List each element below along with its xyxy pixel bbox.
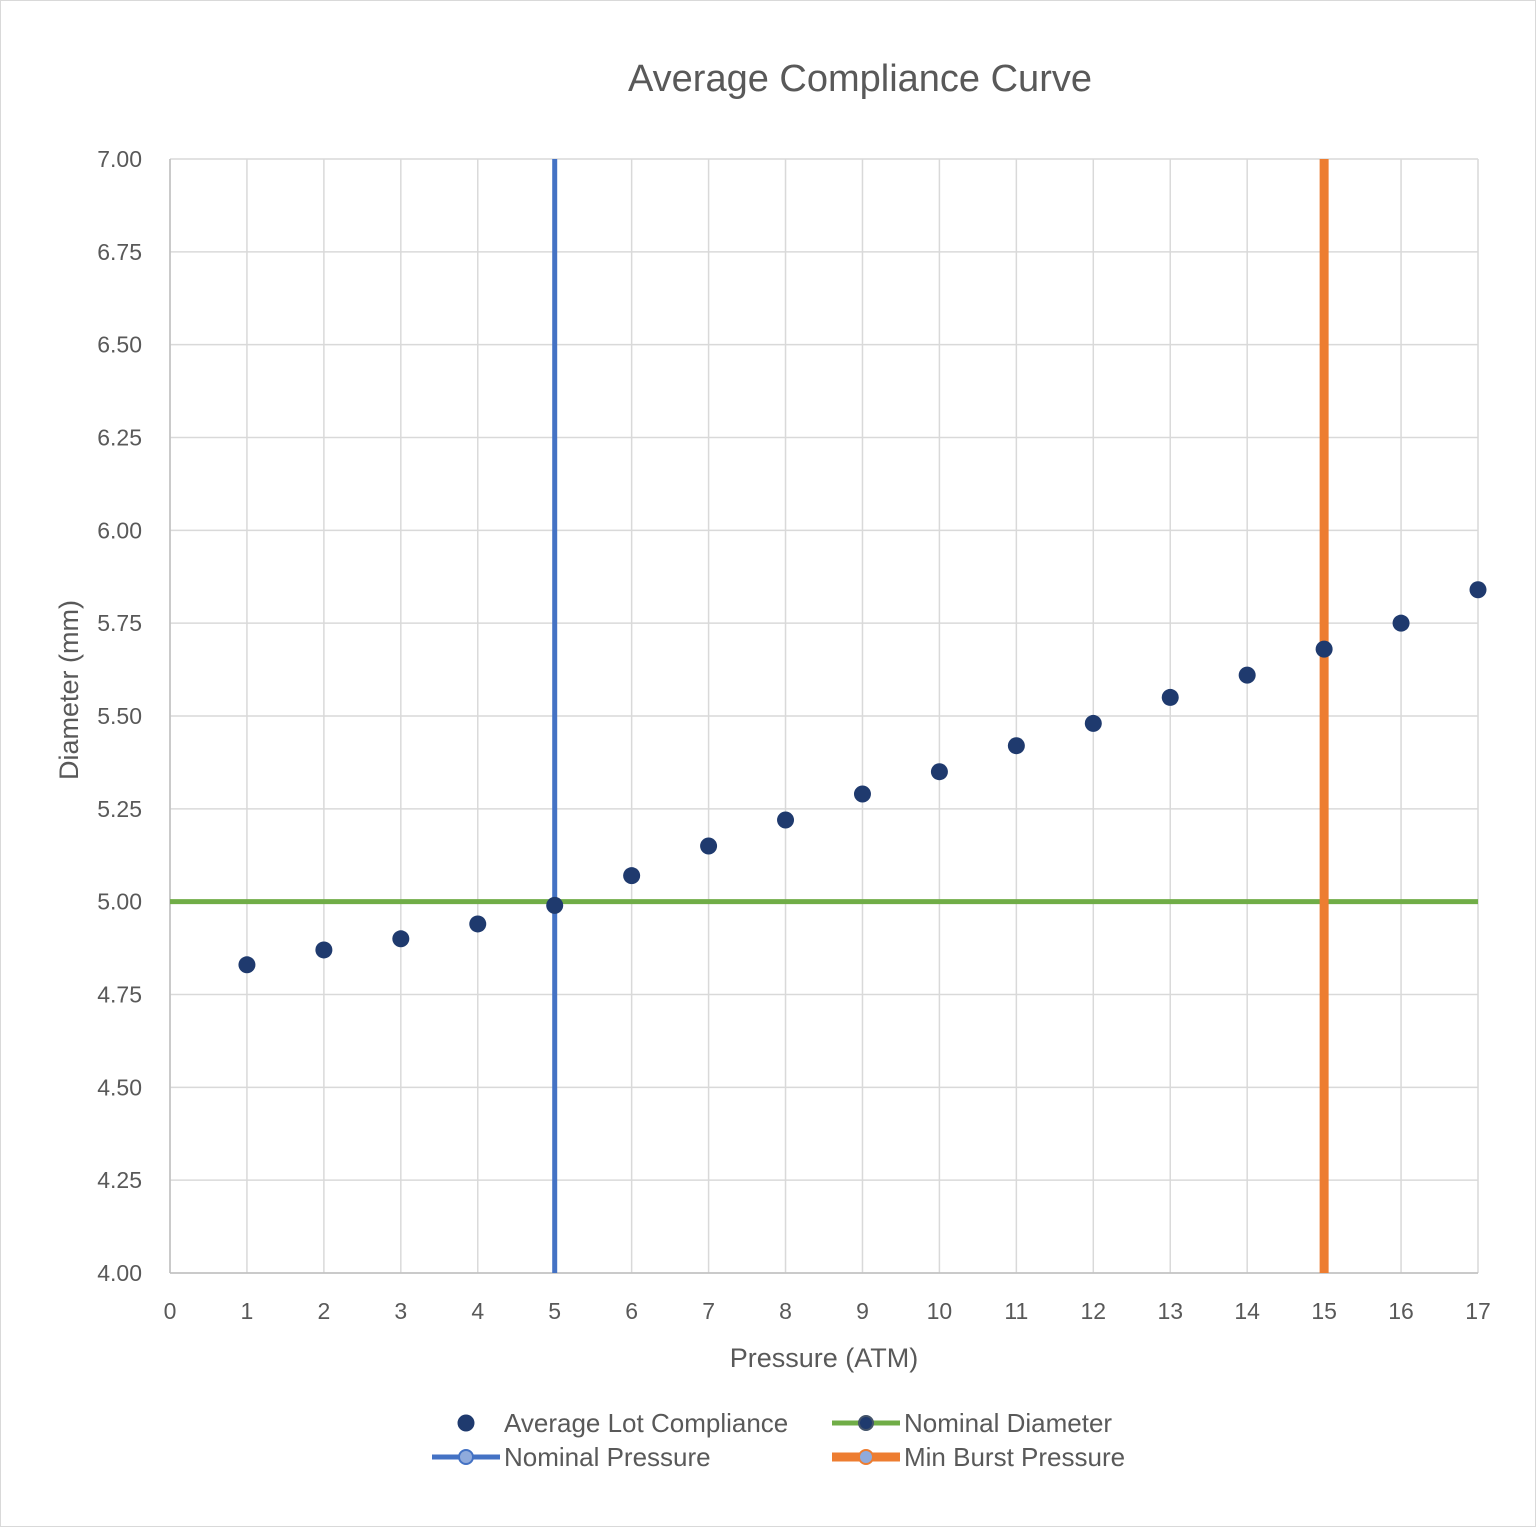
data-point	[930, 763, 948, 781]
legend-marker	[457, 1414, 475, 1432]
legend: Average Lot Compliance Nominal Diameter No…	[432, 1408, 1125, 1472]
legend-label: Nominal Diameter	[904, 1408, 1112, 1438]
data-point	[1238, 666, 1256, 684]
legend-label: Min Burst Pressure	[904, 1442, 1125, 1472]
data-point	[546, 896, 564, 914]
data-point	[623, 867, 641, 885]
y-tick-label: 5.00	[97, 889, 142, 915]
y-tick-label: 5.75	[97, 610, 142, 636]
data-point	[1007, 737, 1025, 755]
x-axis-ticks: 0 1 2 3 4 5 6 7 8 9 10 11 12 13 14 15 16 17	[164, 1298, 1491, 1324]
data-point	[238, 956, 256, 974]
data-point	[1392, 614, 1410, 632]
x-tick-label: 2	[317, 1298, 330, 1324]
x-axis-label: Pressure (ATM)	[730, 1343, 919, 1373]
y-tick-label: 6.75	[97, 239, 142, 265]
x-tick-label: 7	[702, 1298, 715, 1324]
x-tick-label: 0	[164, 1298, 177, 1324]
x-tick-label: 9	[856, 1298, 869, 1324]
x-tick-label: 8	[779, 1298, 792, 1324]
x-tick-label: 1	[241, 1298, 254, 1324]
y-tick-label: 6.25	[97, 425, 142, 451]
legend-item-nominal-diameter: Nominal Diameter	[832, 1408, 1112, 1438]
y-tick-label: 5.50	[97, 703, 142, 729]
legend-marker	[858, 1449, 874, 1465]
x-tick-label: 10	[927, 1298, 953, 1324]
legend-marker	[858, 1415, 874, 1431]
data-point	[1469, 581, 1487, 599]
y-tick-label: 7.00	[97, 146, 142, 172]
data-point	[392, 930, 410, 948]
data-point	[469, 915, 487, 933]
data-points	[238, 581, 1487, 974]
y-tick-label: 4.75	[97, 982, 142, 1008]
x-tick-label: 15	[1311, 1298, 1337, 1324]
x-tick-label: 13	[1157, 1298, 1183, 1324]
data-point	[1084, 714, 1102, 732]
legend-item-min-burst-pressure: Min Burst Pressure	[832, 1442, 1125, 1472]
y-axis-ticks: 4.00 4.25 4.50 4.75 5.00 5.25 5.50 5.75 6.00 6.25…	[97, 146, 142, 1286]
data-point	[1161, 688, 1179, 706]
y-axis-label: Diameter (mm)	[54, 600, 84, 780]
x-tick-label: 6	[625, 1298, 638, 1324]
data-point	[777, 811, 795, 829]
legend-item-average-lot-compliance: Average Lot Compliance	[457, 1408, 788, 1438]
y-tick-label: 5.25	[97, 796, 142, 822]
data-point	[700, 837, 718, 855]
x-tick-label: 14	[1234, 1298, 1260, 1324]
data-point	[315, 941, 333, 959]
x-tick-label: 17	[1465, 1298, 1491, 1324]
y-tick-label: 6.00	[97, 517, 142, 543]
grid	[169, 158, 1479, 1274]
data-point	[1315, 640, 1333, 658]
legend-item-nominal-pressure: Nominal Pressure	[432, 1442, 711, 1472]
legend-label: Average Lot Compliance	[504, 1408, 788, 1438]
x-tick-label: 11	[1004, 1298, 1028, 1324]
x-tick-label: 12	[1080, 1298, 1106, 1324]
chart-title: Average Compliance Curve	[628, 58, 1092, 100]
y-tick-label: 6.50	[97, 332, 142, 358]
data-point	[853, 785, 871, 803]
x-tick-label: 3	[394, 1298, 407, 1324]
legend-label: Nominal Pressure	[504, 1442, 711, 1472]
reference-lines	[170, 159, 1478, 1273]
y-tick-label: 4.25	[97, 1167, 142, 1193]
y-tick-label: 4.50	[97, 1074, 142, 1100]
x-tick-label: 4	[471, 1298, 484, 1324]
x-tick-label: 16	[1388, 1298, 1414, 1324]
legend-marker	[458, 1449, 474, 1465]
y-tick-label: 4.00	[97, 1260, 142, 1286]
x-tick-label: 5	[548, 1298, 561, 1324]
